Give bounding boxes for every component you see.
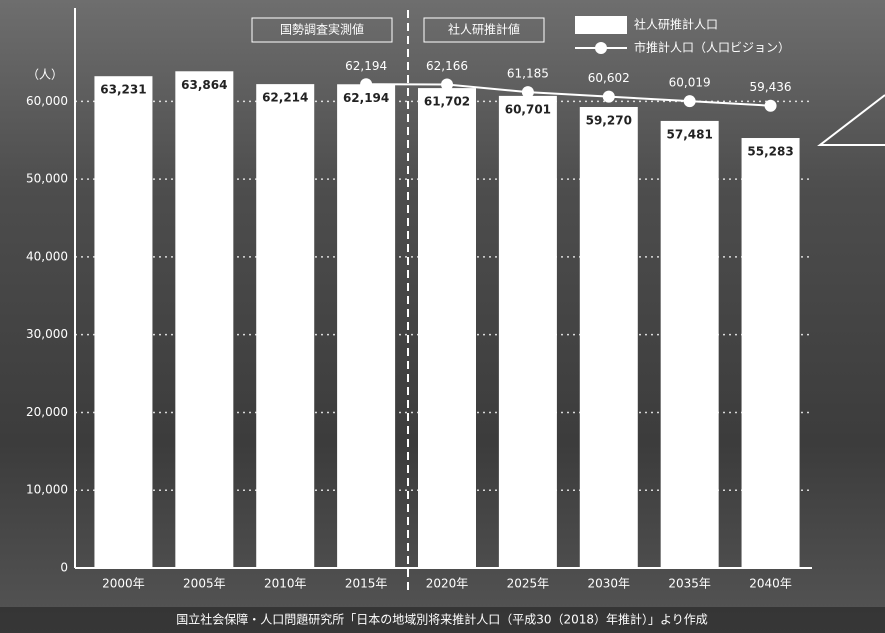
period-box (251, 17, 393, 43)
bar (579, 107, 638, 568)
period-box (423, 17, 545, 43)
bar (337, 84, 396, 568)
x-tick-label: 2025年 (507, 577, 550, 591)
x-tick-label: 2020年 (426, 577, 469, 591)
bar-value-label: 59,270 (586, 114, 632, 128)
bar-value-label: 63,864 (181, 78, 227, 92)
y-tick-label: 20,000 (26, 405, 68, 419)
bar (660, 120, 719, 569)
unit-label: （人） (27, 68, 63, 82)
x-tick-label: 2015年 (345, 577, 388, 591)
line-point (441, 78, 453, 91)
period-label: 国勢調査実測値 (280, 22, 364, 37)
x-tick-label: 2040年 (749, 577, 792, 591)
bar-value-label: 62,214 (262, 91, 308, 105)
x-tick-label: 2000年 (102, 577, 145, 591)
bar-value-label: 63,231 (100, 83, 146, 97)
y-tick-label: 60,000 (26, 94, 68, 108)
y-tick-label: 0 (60, 561, 68, 575)
source-band (0, 607, 885, 633)
bar-value-label: 55,283 (747, 145, 793, 159)
bar (498, 95, 557, 569)
line-point (602, 90, 615, 103)
legend-label: 市推計人口（人口ビジョン） (634, 40, 790, 55)
x-tick-label: 2035年 (668, 577, 711, 591)
line-value-label: 62,166 (426, 59, 468, 73)
legend-swatch (575, 16, 627, 34)
source: 国立社会保障・人口問題研究所「日本の地域別将来推計人口（平成30（2018）年推… (176, 612, 708, 627)
line-point (764, 99, 777, 112)
line-point (360, 78, 373, 91)
line-point (521, 86, 534, 99)
x-tick-label: 2005年 (183, 577, 226, 591)
line-value-label: 61,185 (507, 67, 549, 81)
line (366, 83, 771, 107)
y-tick-label: 50,000 (26, 172, 68, 186)
bar (175, 71, 234, 568)
legend-swatch (595, 42, 607, 54)
bar-value-label: 62,194 (343, 91, 389, 105)
line-value-label: 59,436 (750, 80, 792, 94)
period-label: 社人研推計値 (448, 22, 520, 37)
x-tick-label: 2010年 (264, 577, 307, 591)
y-tick-label: 40,000 (26, 249, 68, 263)
bar (418, 88, 476, 569)
line-point (683, 95, 696, 108)
bar-value-label: 57,481 (667, 127, 713, 141)
legend-label: 社人研推計人口 (634, 17, 718, 32)
line-value-label: 62,194 (345, 59, 387, 73)
line-value-label: 60,019 (669, 76, 711, 90)
x-tick-label: 2030年 (588, 577, 631, 591)
bar (741, 138, 800, 568)
y-tick-label: 30,000 (26, 327, 68, 341)
bar (94, 76, 153, 568)
bar-value-label: 61,702 (424, 95, 470, 109)
y-tick-label: 10,000 (26, 483, 68, 497)
bar (256, 84, 315, 568)
line-value-label: 60,602 (588, 71, 630, 85)
bar-value-label: 60,701 (505, 102, 551, 116)
decor-triangle (817, 94, 885, 146)
